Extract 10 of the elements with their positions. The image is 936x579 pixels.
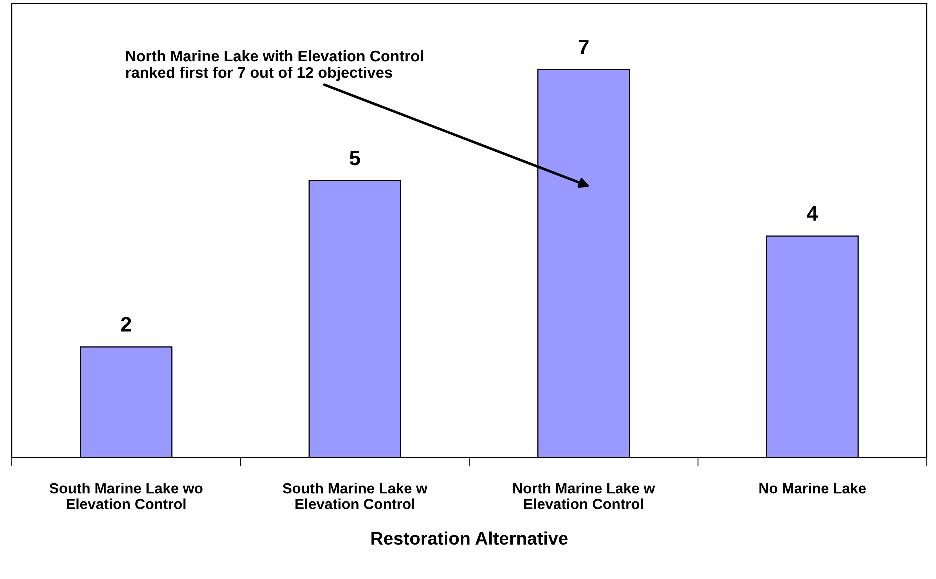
x-tick-label: North Marine Lake w Elevation Control [514, 483, 656, 510]
data-label: 5 [350, 151, 360, 166]
annotation: North Marine Lake with Elevation Control ranked first for 7 out of 12 objectives [126, 50, 424, 82]
data-label: 7 [578, 40, 589, 55]
x-tick-label: South Marine Lake wo Elevation Control [50, 483, 203, 510]
x-tick-label: South Marine Lake w Elevation Control [283, 483, 428, 510]
data-label: 2 [121, 317, 132, 332]
data-label: 4 [807, 206, 818, 221]
x-axis-title: Restoration Alternative [372, 532, 568, 546]
x-tick-label: No Marine Lake [760, 483, 866, 494]
